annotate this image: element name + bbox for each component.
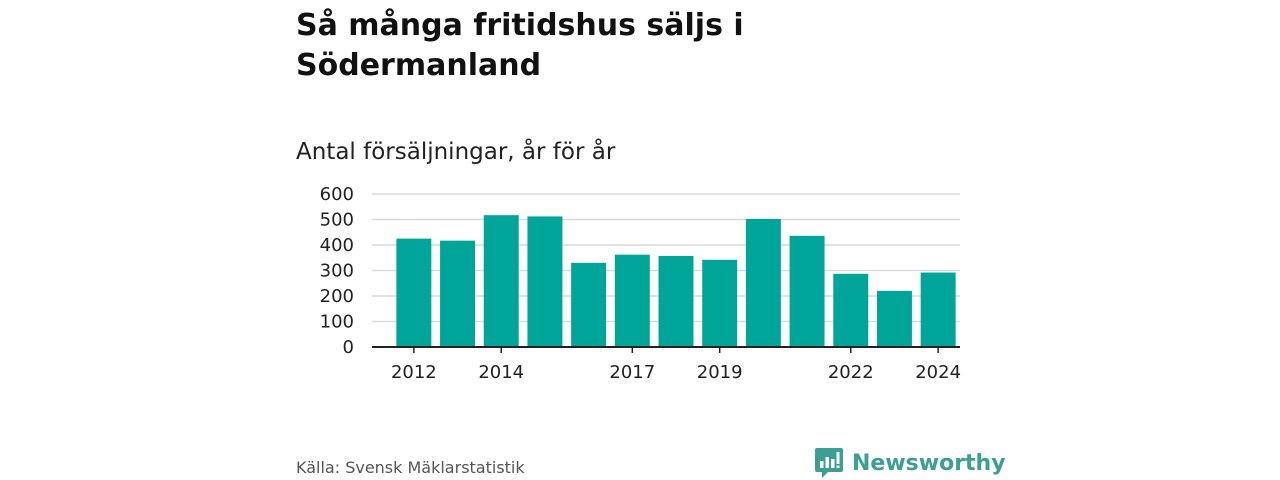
- bar-chart: 0 100 200 300 400 500 600 2012 2014 2017 2019 2022…: [320, 184, 961, 383]
- bars: [396, 215, 956, 347]
- y-tick-label: 100: [320, 312, 354, 333]
- bar-2023: [876, 290, 912, 347]
- bar-2015: [527, 216, 563, 347]
- x-tick-label: 2012: [391, 362, 437, 383]
- y-axis-ticks: 0 100 200 300 400 500 600: [320, 184, 354, 358]
- x-tick-label: 2017: [609, 362, 655, 383]
- x-tick-label: 2019: [697, 362, 743, 383]
- x-tick-label: 2024: [915, 362, 961, 383]
- x-axis-ticks: 2012 2014 2017 2019 2022 2024: [391, 347, 961, 383]
- bar-2012: [396, 238, 432, 347]
- chart-card: Så många fritidshus säljs i Södermanland…: [296, 0, 1006, 480]
- bar-2021: [789, 235, 825, 347]
- bar-2017: [614, 254, 650, 347]
- x-tick-label: 2022: [828, 362, 874, 383]
- bar-2022: [833, 273, 869, 347]
- y-tick-label: 300: [320, 261, 354, 282]
- y-tick-label: 200: [320, 286, 354, 307]
- bar-2019: [702, 259, 738, 347]
- brand-name: Newsworthy: [852, 450, 1006, 476]
- bar-2016: [571, 262, 607, 347]
- x-tick-label: 2014: [478, 362, 524, 383]
- bar-2018: [658, 255, 694, 347]
- y-tick-label: 600: [320, 184, 354, 205]
- chart-title: Så många fritidshus säljs i Södermanland: [296, 8, 744, 83]
- bar-2014: [483, 215, 519, 347]
- bar-2013: [440, 240, 476, 347]
- chart-subtitle: Antal försäljningar, år för år: [296, 139, 616, 165]
- y-tick-label: 400: [320, 235, 354, 256]
- bar-2024: [920, 272, 956, 347]
- newsworthy-logo-icon: [815, 448, 843, 478]
- y-tick-label: 500: [320, 210, 354, 231]
- y-tick-label: 0: [343, 337, 354, 358]
- bar-2020: [745, 218, 781, 347]
- brand: Newsworthy: [814, 446, 1006, 480]
- source-note: Källa: Svensk Mäklarstatistik: [296, 458, 525, 477]
